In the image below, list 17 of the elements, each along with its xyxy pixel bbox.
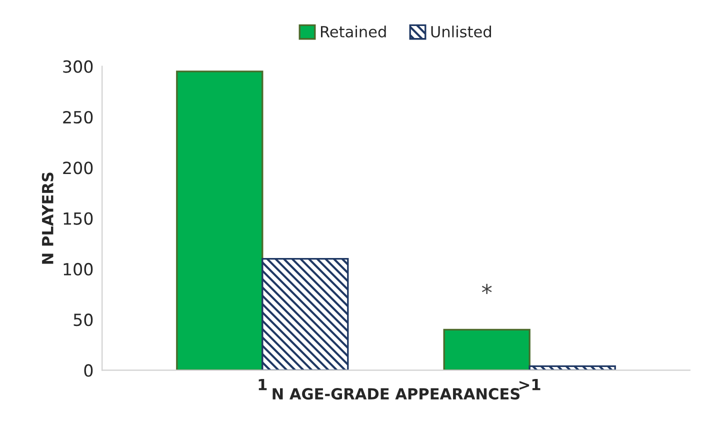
y-tick-label: 200 <box>63 162 93 174</box>
y-tick-label: 150 <box>64 212 93 225</box>
x-axis-title: N AGE-GRADE APPEARANCES <box>272 388 520 400</box>
legend-label: Retained <box>320 26 386 38</box>
x-tick-label: 1 <box>258 379 267 390</box>
y-tick-label: 50 <box>74 314 93 326</box>
x-tick-label: >1 <box>520 379 540 390</box>
bar <box>443 328 530 370</box>
bar <box>262 258 349 370</box>
y-tick-label: 250 <box>63 110 93 124</box>
y-tick-label: 100 <box>64 262 93 276</box>
y-tick-label: 300 <box>63 60 93 73</box>
bar <box>176 70 264 370</box>
legend-label: Unlisted <box>431 26 491 38</box>
y-axis-title: N PLAYERS <box>42 172 54 264</box>
annotation: * <box>482 284 492 294</box>
y-tick-label: 0 <box>84 364 93 377</box>
